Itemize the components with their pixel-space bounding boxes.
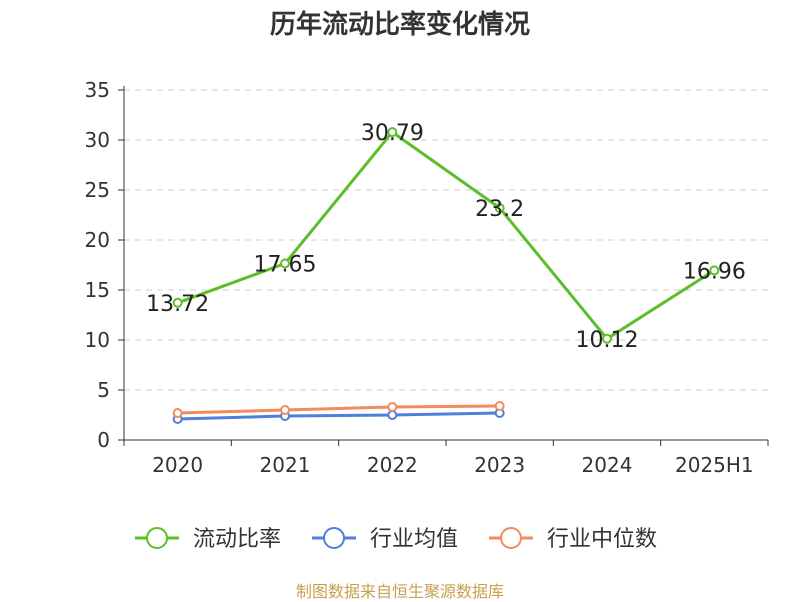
data-label: 10.12 [576, 328, 639, 353]
y-tick-label: 5 [97, 378, 110, 402]
series-line-2 [177, 404, 500, 415]
x-tick-label: 2021 [260, 453, 311, 477]
legend-item-0[interactable]: 流动比率 [135, 527, 281, 552]
legend-item-2[interactable]: 行业中位数 [489, 527, 657, 552]
series-lines [172, 127, 720, 424]
legend-marker-icon [500, 527, 522, 549]
legend-marker-icon [323, 527, 345, 549]
data-point [172, 297, 183, 308]
data-point [387, 127, 398, 138]
data-point [172, 408, 183, 418]
data-point [280, 258, 290, 269]
y-tick-label: 25 [85, 178, 110, 202]
y-tick-label: 15 [85, 278, 110, 302]
data-point [494, 203, 505, 213]
legend-marker-icon [146, 527, 168, 549]
data-point [709, 265, 720, 276]
y-tick-label: 10 [85, 328, 110, 352]
chart-title: 历年流动比率变化情况 [269, 10, 530, 40]
x-tick-label: 2022 [367, 453, 418, 477]
legend-label: 行业中位数 [547, 527, 657, 552]
data-point [387, 402, 398, 412]
y-tick-label: 20 [85, 228, 110, 252]
x-tick-label: 2025H1 [675, 453, 754, 477]
data-label: 30.79 [361, 121, 424, 146]
x-tick-label: 2024 [582, 453, 633, 477]
x-tick-label: 2023 [474, 453, 525, 477]
data-point [602, 333, 612, 344]
legend-label: 行业均值 [370, 527, 458, 552]
series-line-1 [177, 411, 500, 421]
gridlines [124, 89, 768, 391]
data-label: 17.65 [254, 253, 317, 278]
data-label: 23.2 [475, 197, 524, 222]
y-tick-label: 0 [97, 428, 110, 452]
source-note: 制图数据来自恒生聚源数据库 [295, 582, 504, 601]
x-tick-label: 2020 [152, 453, 203, 477]
y-tick-label: 30 [85, 128, 110, 152]
legend-item-1[interactable]: 行业均值 [312, 527, 458, 552]
data-point [494, 401, 505, 411]
series-line-0 [177, 130, 716, 341]
legend-label: 流动比率 [193, 527, 281, 552]
data-label: 16.96 [683, 259, 746, 284]
data-point [280, 405, 290, 415]
data-label: 13.72 [146, 292, 209, 317]
legend[interactable]: 流动比率 行业均值 行业中位数 [135, 527, 657, 552]
data-point [387, 410, 398, 420]
axes: 0 5 10 15 20 25 30 35 2020 2021 2022 2023 2024 2025H1 [85, 78, 769, 477]
data-labels: 13.72 17.65 30.79 23.2 10.12 16.96 [146, 121, 746, 353]
y-tick-label: 35 [85, 78, 110, 102]
